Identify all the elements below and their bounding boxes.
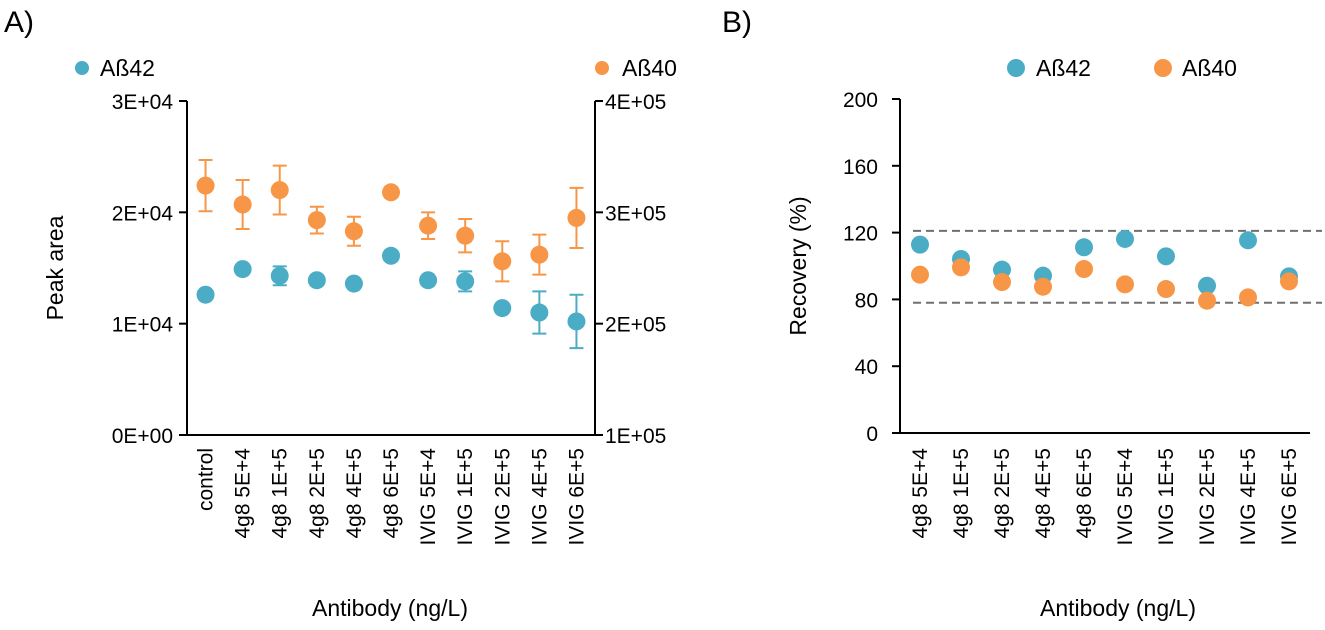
legend-a-abeta40-marker	[595, 61, 609, 75]
panel-a-plot: 0E+00 1E+04 2E+04 3E+04 1E+05 2E+05 3E+05 4E+05…	[112, 91, 667, 545]
panel-b-x-tick-label: 4g8 4E+5	[1032, 448, 1055, 539]
panel-a-x-tick-label: 4g8 6E+5	[380, 448, 403, 539]
panel-a-point-Aß42	[567, 312, 586, 331]
panel-a-left-tick-label: 3E+04	[112, 91, 174, 114]
panel-a-right-tick-label: 4E+05	[605, 91, 666, 114]
panel-b-point-Aß40	[1239, 288, 1257, 307]
panel-a-point-Aß42	[530, 303, 549, 322]
panel-b-point-Aß40	[1034, 277, 1052, 296]
panel-b-x-tick-label: 4g8 6E+5	[1073, 448, 1096, 539]
legend-b-abeta42-marker	[1007, 59, 1025, 77]
panel-b-point-Aß42	[993, 260, 1011, 279]
panel-a-point-Aß40	[456, 226, 475, 245]
panel-b-x-tick-label: 4g8 1E+5	[950, 448, 973, 539]
panel-b-x-tick-label: IVIG 1E+5	[1155, 448, 1178, 545]
panel-a-x-tick-label: 4g8 5E+4	[232, 448, 255, 539]
panel-b-y-title: Recovery (%)	[785, 196, 811, 335]
panel-a-point-Aß40	[530, 245, 549, 264]
panel-a-x-tick-label: 4g8 1E+5	[269, 448, 292, 539]
panel-a-point-Aß42	[456, 272, 475, 291]
panel-b-point-Aß40	[1157, 280, 1175, 299]
panel-a-x-tick-label: 4g8 2E+5	[306, 448, 329, 539]
panel-b-y-tick-label: 200	[843, 89, 878, 112]
panel-b-point-Aß40	[1116, 275, 1134, 294]
panel-b-point-Aß42	[1075, 238, 1093, 257]
panel-b-point-Aß40	[1075, 260, 1093, 279]
panel-b-plot: 0 40 80 120 160 200 4g8 5E+4 4g8 1E+5 4g8 2E+5 4g…	[843, 89, 1322, 545]
panel-b-x-tick-label: 4g8 5E+4	[909, 448, 932, 539]
panel-a-x-tick-label: IVIG 5E+4	[417, 448, 440, 546]
panel-a-x-tick-label: IVIG 6E+5	[565, 448, 588, 545]
panel-b-point-Aß40	[993, 273, 1011, 292]
panel-b-point-Aß40	[952, 258, 970, 277]
panel-b-point-Aß40	[1198, 291, 1216, 310]
panel-a-x-tick-label: IVIG 4E+5	[528, 448, 551, 545]
panel-b-y-tick-label: 80	[855, 289, 878, 312]
panel-a-point-Aß40	[233, 195, 252, 214]
panel-b-point-Aß40	[1280, 272, 1298, 291]
panel-b-point-Aß42	[1116, 229, 1134, 248]
panel-a-point-Aß42	[382, 246, 400, 265]
panel-a-x-tick-label: IVIG 2E+5	[491, 448, 514, 545]
legend-b-abeta42: Aß42	[1036, 55, 1091, 81]
panel-a-label: A)	[4, 6, 34, 39]
panel-b-label: B)	[722, 6, 752, 39]
panel-b-x-tick-label: IVIG 5E+4	[1114, 448, 1137, 546]
panel-b-y-tick-label: 40	[855, 356, 878, 379]
panel-b-x-tick-label: IVIG 6E+5	[1278, 448, 1301, 545]
panel-a-point-Aß42	[493, 299, 512, 318]
panel-a-point-Aß40	[419, 216, 438, 235]
panel-a-left-tick-label: 1E+04	[112, 314, 174, 337]
panel-b-point-Aß42	[1157, 247, 1175, 266]
panel-a-point-Aß40	[493, 252, 512, 271]
panel-a-x-tick-label: control	[195, 448, 218, 511]
panel-b-y-tick-label: 120	[843, 223, 878, 246]
panel-a-point-Aß42	[270, 266, 289, 285]
panel-a-point-Aß42	[196, 285, 215, 304]
panel-a-point-Aß40	[382, 183, 400, 202]
panel-a-point-Aß40	[196, 176, 215, 195]
panel-a-point-Aß42	[419, 271, 438, 290]
panel-a-point-Aß40	[307, 211, 326, 230]
panel-a-point-Aß42	[233, 260, 252, 279]
panel-a-point-Aß40	[270, 181, 289, 200]
panel-b-x-tick-label: 4g8 2E+5	[991, 448, 1014, 539]
panel-b-point-Aß42	[911, 235, 929, 254]
legend-a-abeta42: Aß42	[100, 55, 155, 81]
legend-b-abeta40: Aß40	[1182, 55, 1237, 81]
panel-a-left-tick-label: 2E+04	[112, 202, 174, 225]
panel-a-right-tick-label: 2E+05	[605, 314, 666, 337]
panel-a-right-tick-label: 1E+05	[605, 425, 666, 448]
legend-a-abeta40: Aß40	[622, 55, 677, 81]
panel-a-point-Aß40	[344, 222, 363, 241]
legend-b-abeta40-marker	[1154, 59, 1172, 77]
panel-b-y-tick-label: 160	[843, 156, 878, 179]
panel-b-y-tick-label: 0	[866, 423, 878, 446]
panel-a-right-tick-label: 3E+05	[605, 202, 666, 225]
panel-a-point-Aß42	[344, 274, 363, 293]
panel-a-left-tick-label: 0E+00	[112, 425, 173, 448]
panel-a-y-title: Peak area	[42, 215, 68, 320]
legend-a-abeta42-marker	[75, 61, 89, 75]
panel-b-x-tick-label: IVIG 2E+5	[1196, 448, 1219, 545]
panel-b-point-Aß40	[911, 265, 929, 284]
panel-a-point-Aß40	[567, 208, 586, 227]
panel-b-point-Aß42	[1198, 276, 1216, 295]
panel-b-x-tick-label: IVIG 4E+5	[1237, 448, 1260, 545]
panel-a-x-title: Antibody (ng/L)	[312, 595, 468, 621]
panel-a-point-Aß42	[307, 271, 326, 290]
panel-a-x-tick-label: IVIG 1E+5	[454, 448, 477, 545]
panel-b-point-Aß42	[1239, 231, 1257, 250]
panel-b-x-title: Antibody (ng/L)	[1040, 595, 1196, 621]
panel-a-x-tick-label: 4g8 4E+5	[343, 448, 366, 539]
